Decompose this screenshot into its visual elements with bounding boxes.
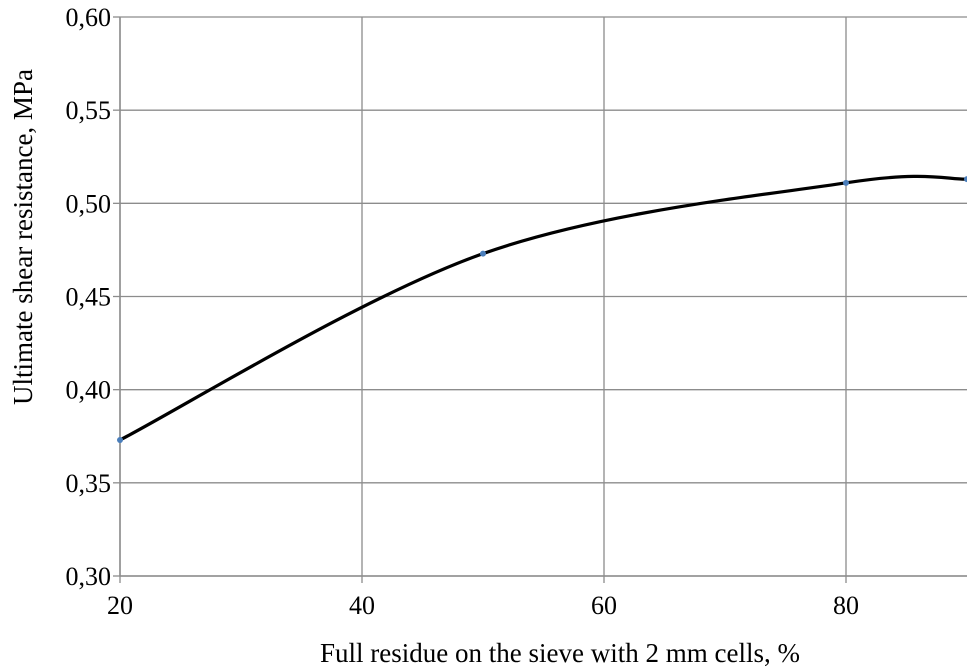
y-axis-title: Ultimate shear resistance, MPa: [8, 69, 38, 405]
series: [117, 174, 967, 443]
y-tick-label: 0,60: [66, 3, 112, 32]
tick-labels: 0,30 0,35 0,40 0,45 0,50 0,55 0,60 20 40 60 80: [66, 3, 860, 620]
y-tick-label: 0,30: [66, 562, 112, 591]
y-tick-label: 0,50: [66, 189, 112, 218]
y-tick-label: 0,35: [66, 469, 112, 498]
data-point: [843, 179, 849, 186]
grid: [119, 16, 967, 577]
x-tick-label: 40: [349, 591, 375, 620]
y-tick-label: 0,45: [66, 283, 112, 312]
axes: [113, 16, 967, 583]
data-point: [480, 250, 486, 257]
x-tick-label: 20: [107, 591, 133, 620]
y-tick-label: 0,40: [66, 376, 112, 405]
data-point: [964, 176, 967, 183]
x-tick-label: 60: [591, 591, 617, 620]
x-axis-title: Full residue on the sieve with 2 mm cell…: [320, 638, 800, 668]
series-line: [118, 174, 967, 442]
x-tick-label: 80: [833, 591, 859, 620]
y-tick-label: 0,55: [66, 96, 112, 125]
data-point: [117, 436, 123, 443]
